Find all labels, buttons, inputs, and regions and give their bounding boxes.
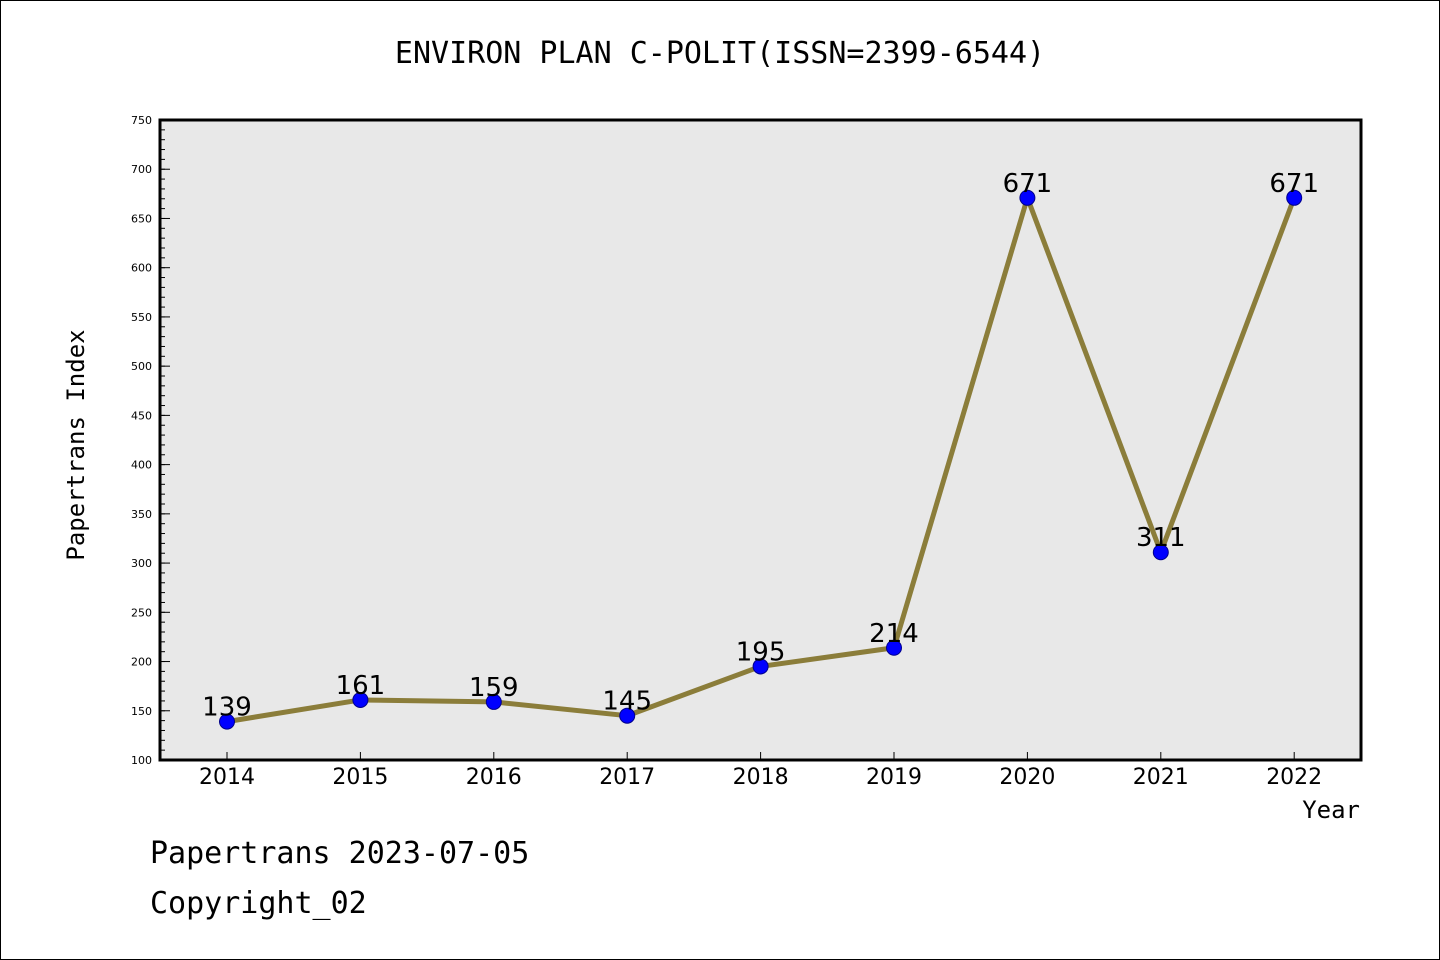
x-tick-label: 2019 [866,765,922,790]
data-point [1152,544,1169,561]
y-tick-label: 250 [131,606,152,619]
data-label: 139 [202,693,252,723]
y-tick-label: 450 [131,409,152,422]
data-label: 311 [1136,523,1186,553]
data-label: 161 [336,671,386,701]
data-label: 195 [736,637,786,667]
x-tick-label: 2017 [599,765,655,790]
y-tick-label: 300 [131,557,152,570]
y-tick-label: 650 [131,212,152,225]
data-label: 145 [602,687,652,717]
y-tick-label: 600 [131,262,152,275]
x-tick-label: 2018 [733,765,789,790]
x-tick-label: 2021 [1133,765,1189,790]
plot-area [160,120,1361,760]
data-point [485,693,502,710]
data-point [1286,189,1303,206]
data-point [619,707,636,724]
data-label: 671 [1003,169,1053,199]
x-tick-label: 2016 [466,765,522,790]
y-tick-label: 350 [131,508,152,521]
y-tick-label: 150 [131,705,152,718]
data-label: 214 [869,619,919,649]
y-tick-label: 550 [131,311,152,324]
footer-copyright: Copyright_02 [150,886,367,921]
data-point [352,691,369,708]
y-tick-label: 400 [131,459,152,472]
footer-date: Papertrans 2023-07-05 [150,836,530,871]
x-tick-label: 2022 [1266,765,1322,790]
plot-border [158,118,1363,762]
y-tick-label: 200 [131,656,152,669]
x-tick-label: 2020 [999,765,1055,790]
y-tick-label: 500 [131,360,152,373]
x-axis-label: Year [1302,796,1360,824]
data-label: 671 [1269,169,1319,199]
data-point [752,658,769,675]
x-tick-label: 2015 [332,765,388,790]
y-tick-label: 750 [131,114,152,127]
y-tick-label: 700 [131,163,152,176]
y-tick-label: 100 [131,754,152,767]
data-point [886,639,902,656]
data-label: 159 [469,673,519,703]
data-point [219,713,235,730]
x-tick-label: 2014 [199,765,255,790]
data-point [1019,189,1036,206]
chart-title: ENVIRON PLAN C-POLIT(ISSN=2399-6544) [394,36,1046,71]
